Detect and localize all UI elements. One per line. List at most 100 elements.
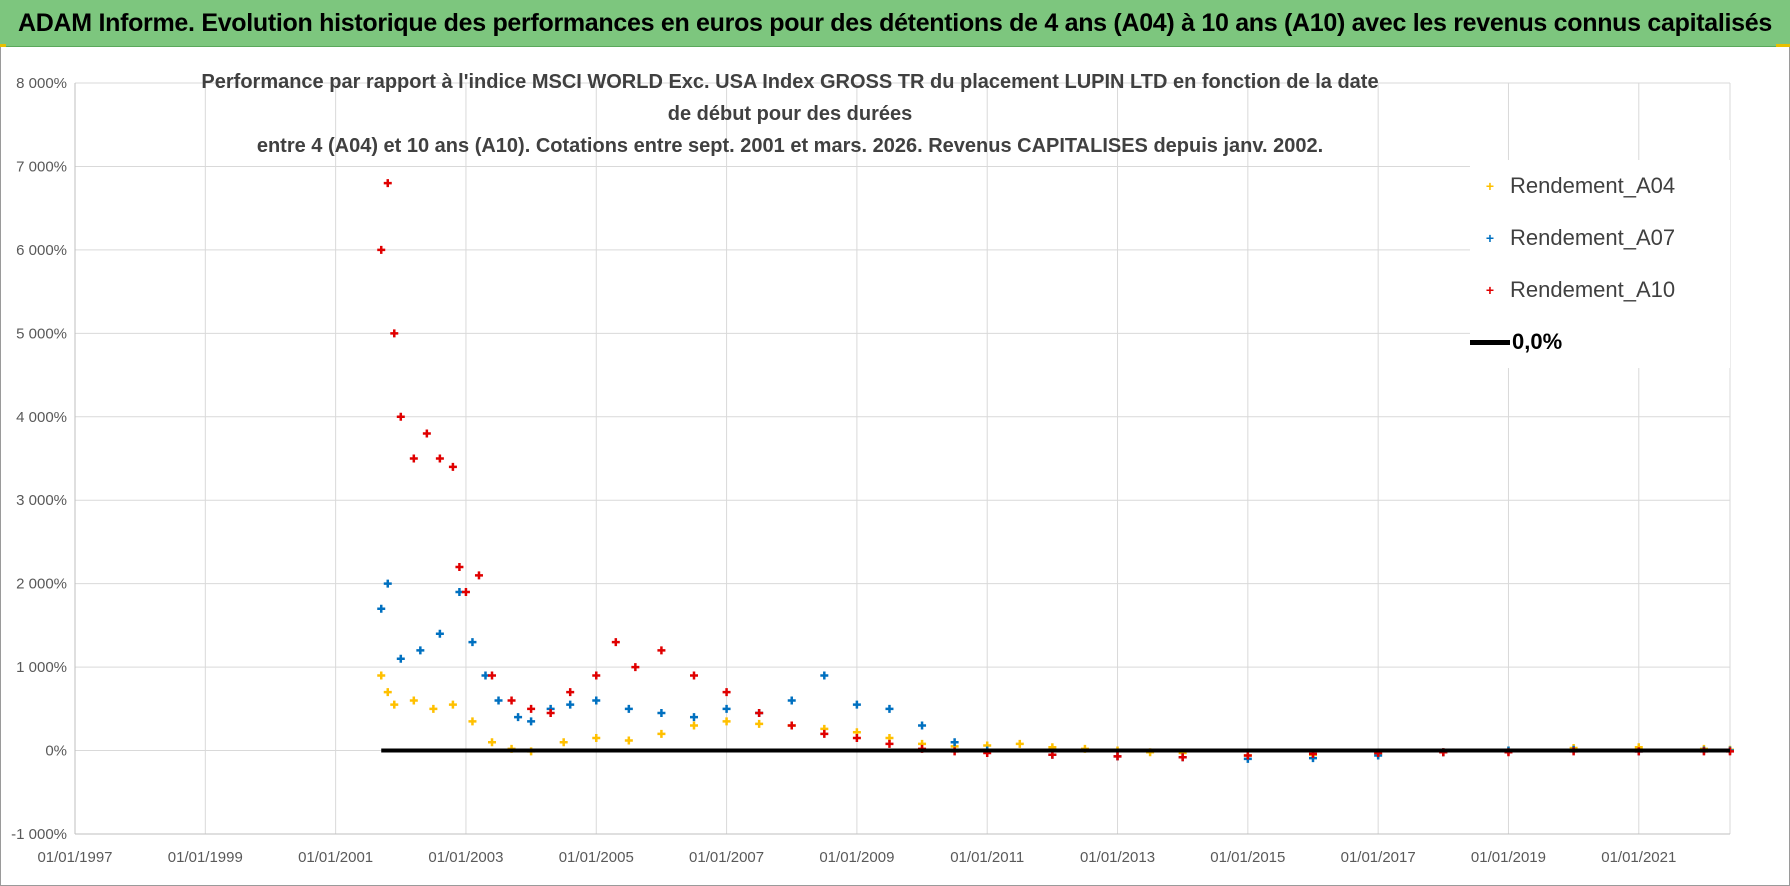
data-point <box>592 734 601 743</box>
data-point <box>566 700 575 709</box>
data-point <box>787 721 796 730</box>
y-tick-label: 0% <box>45 743 67 760</box>
legend-item-a07: + Rendement_A07 <box>1470 212 1730 264</box>
data-point <box>416 646 425 655</box>
x-tick-label: 01/01/2017 <box>1341 849 1416 866</box>
legend-label-a10: Rendement_A10 <box>1510 277 1676 302</box>
y-tick-label: 2 000% <box>16 576 67 593</box>
data-point <box>527 717 536 726</box>
x-tick-label: 01/01/2013 <box>1080 849 1155 866</box>
data-point <box>820 671 829 680</box>
data-point <box>722 704 731 713</box>
data-point <box>383 179 392 188</box>
data-point <box>383 688 392 697</box>
data-point <box>624 704 633 713</box>
x-tick-label: 01/01/2009 <box>819 849 894 866</box>
data-point <box>377 245 386 254</box>
data-point <box>390 329 399 338</box>
data-point <box>435 629 444 638</box>
x-tick-label: 01/01/2007 <box>689 849 764 866</box>
header-accent-left <box>0 44 6 47</box>
y-tick-label: 1 000% <box>16 659 67 676</box>
data-point <box>448 462 457 471</box>
plus-marker-icon: + <box>1485 178 1495 194</box>
axis-labels: -1 000% 0% 1 000% 2 000% 3 000% 4 000% 5 000% 6… <box>11 75 1676 866</box>
data-point <box>592 696 601 705</box>
data-point <box>755 719 764 728</box>
data-point <box>474 571 483 580</box>
data-point <box>1178 753 1187 762</box>
data-point <box>514 713 523 722</box>
data-point <box>755 709 764 718</box>
data-point <box>689 721 698 730</box>
data-point <box>722 688 731 697</box>
legend-item-a04: + Rendement_A04 <box>1470 160 1730 212</box>
data-point <box>435 454 444 463</box>
data-point <box>559 738 568 747</box>
data-point <box>611 638 620 647</box>
legend-label-a04: Rendement_A04 <box>1510 173 1676 198</box>
data-point <box>546 709 555 718</box>
zero-line-icon <box>1470 339 1510 345</box>
data-point <box>657 646 666 655</box>
data-point <box>468 638 477 647</box>
data-point <box>429 704 438 713</box>
y-tick-label: 8 000% <box>16 75 67 92</box>
report-header: ADAM Informe. Evolution historique des p… <box>0 0 1790 47</box>
x-tick-label: 01/01/1999 <box>168 849 243 866</box>
data-point <box>885 704 894 713</box>
x-tick-label: 01/01/2019 <box>1471 849 1546 866</box>
chart-legend: + Rendement_A04 + Rendement_A07 + Rendem… <box>1470 160 1730 368</box>
header-accent-right <box>1776 44 1790 47</box>
x-tick-label: 01/01/2003 <box>428 849 503 866</box>
data-point <box>787 696 796 705</box>
data-point <box>409 696 418 705</box>
data-point <box>885 739 894 748</box>
data-point <box>468 717 477 726</box>
data-point <box>377 604 386 613</box>
series-rendement_a07 <box>377 579 1734 763</box>
data-point <box>852 734 861 743</box>
x-tick-label: 01/01/2001 <box>298 849 373 866</box>
chart-title: Performance par rapport à l'indice MSCI … <box>200 66 1380 162</box>
data-point <box>494 696 503 705</box>
data-point <box>689 671 698 680</box>
legend-label-zero: 0,0% <box>1512 329 1563 354</box>
x-tick-label: 01/01/1997 <box>37 849 112 866</box>
data-point <box>409 454 418 463</box>
data-point <box>448 700 457 709</box>
data-point <box>396 412 405 421</box>
data-point <box>507 696 516 705</box>
data-point <box>422 429 431 438</box>
y-tick-label: -1 000% <box>11 826 67 843</box>
x-tick-label: 01/01/2005 <box>559 849 634 866</box>
data-point <box>461 588 470 597</box>
data-point <box>1243 751 1252 760</box>
data-point <box>657 729 666 738</box>
data-point <box>1113 752 1122 761</box>
data-point <box>631 663 640 672</box>
legend-item-zero: 0,0% <box>1470 316 1730 368</box>
y-tick-label: 6 000% <box>16 242 67 259</box>
data-point <box>527 704 536 713</box>
data-point <box>852 700 861 709</box>
series-layer <box>377 179 1734 763</box>
chart-title-line-2: entre 4 (A04) et 10 ans (A10). Cotations… <box>256 135 1324 157</box>
legend-item-a10: + Rendement_A10 <box>1470 264 1730 316</box>
data-point <box>488 671 497 680</box>
x-tick-label: 01/01/2021 <box>1601 849 1676 866</box>
y-tick-label: 7 000% <box>16 158 67 175</box>
plus-marker-icon: + <box>1485 282 1495 298</box>
y-tick-label: 5 000% <box>16 325 67 342</box>
y-tick-label: 4 000% <box>16 409 67 426</box>
data-point <box>488 738 497 747</box>
data-point <box>820 729 829 738</box>
chart-title-line-1: Performance par rapport à l'indice MSCI … <box>201 71 1379 125</box>
data-point <box>918 721 927 730</box>
plus-marker-icon: + <box>1485 230 1495 246</box>
report-title: ADAM Informe. Evolution historique des p… <box>18 8 1772 37</box>
data-point <box>689 713 698 722</box>
x-tick-label: 01/01/2015 <box>1210 849 1285 866</box>
